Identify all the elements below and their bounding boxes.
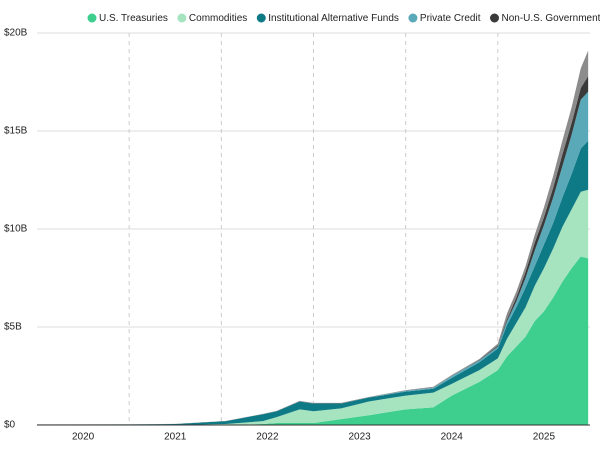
- x-tick-label: 2025: [533, 432, 556, 443]
- y-tick-label: $5B: [4, 322, 22, 333]
- legend-swatch: [408, 13, 418, 23]
- legend-label: U.S. Treasuries: [99, 13, 168, 24]
- y-tick-label: $0: [4, 420, 16, 431]
- legend-item: Commodities: [177, 13, 247, 24]
- legend-item: Private Credit: [408, 13, 481, 24]
- y-tick-label: $15B: [4, 126, 28, 137]
- legend-label: Private Credit: [420, 13, 481, 24]
- legend-item: Non-U.S. Government Debt: [490, 13, 600, 24]
- area: [37, 256, 589, 425]
- y-tick-label: $20B: [4, 28, 28, 39]
- x-tick-label: 2024: [441, 432, 464, 443]
- legend-swatch: [177, 13, 187, 23]
- x-tick-label: 2020: [72, 432, 95, 443]
- legend-swatch: [490, 13, 499, 23]
- legend-swatch: [87, 13, 97, 23]
- legend-label: Commodities: [189, 13, 247, 24]
- y-tick-label: $10B: [4, 224, 28, 235]
- x-tick-label: 2022: [256, 432, 279, 443]
- legend-label: Institutional Alternative Funds: [268, 13, 399, 24]
- legend-swatch: [256, 13, 266, 23]
- legend-label: Non-U.S. Government Debt: [502, 13, 600, 24]
- x-tick-label: 2021: [164, 432, 187, 443]
- legend-item: U.S. Treasuries: [87, 13, 168, 24]
- x-tick-label: 2023: [348, 432, 371, 443]
- legend-item: Institutional Alternative Funds: [256, 13, 399, 24]
